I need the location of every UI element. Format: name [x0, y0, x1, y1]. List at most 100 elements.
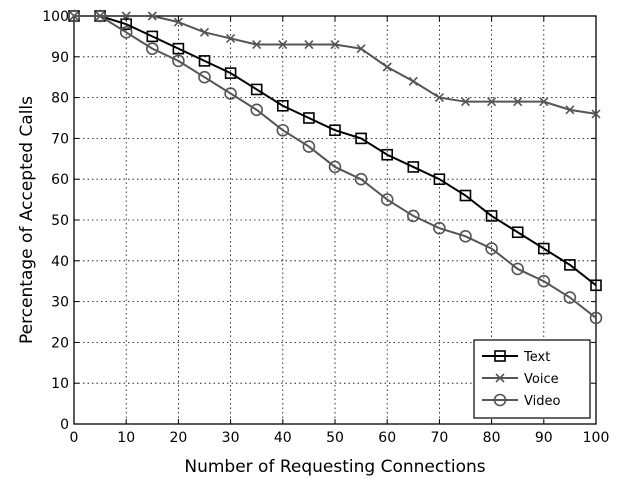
- x-tick-label: 60: [378, 430, 396, 446]
- y-tick-label: 50: [51, 213, 69, 229]
- data-point-text: [276, 99, 289, 112]
- data-point-text: [459, 189, 472, 202]
- data-point-voice: [252, 39, 262, 50]
- data-point-voice: [304, 39, 314, 50]
- series-video: [67, 9, 603, 325]
- x-tick-label: 100: [583, 430, 610, 446]
- x-tick-label: 50: [326, 430, 344, 446]
- legend-label-voice: Voice: [524, 372, 559, 387]
- y-axis-title: Percentage of Accepted Calls: [17, 96, 37, 344]
- data-point-video: [119, 26, 133, 39]
- y-tick-label: 10: [51, 376, 69, 392]
- marker-stroke: [539, 97, 549, 107]
- marker-stroke: [408, 76, 418, 86]
- x-tick-label: 0: [70, 430, 79, 446]
- marker-stroke: [382, 62, 392, 72]
- legend: Text Voice Video: [473, 339, 591, 419]
- marker-stroke: [330, 39, 340, 50]
- y-tick-label: 80: [51, 91, 69, 107]
- data-point-voice: [173, 17, 183, 27]
- marker-stroke: [173, 17, 183, 27]
- y-tick-label: 60: [51, 172, 69, 188]
- legend-item-voice: Voice: [482, 372, 559, 387]
- data-point-text: [537, 242, 550, 255]
- legend-label-text: Text: [523, 350, 550, 365]
- data-point-text: [198, 55, 211, 67]
- y-tick-label: 20: [51, 335, 69, 351]
- data-point-video: [563, 291, 577, 304]
- data-point-text: [303, 112, 315, 124]
- data-point-voice: [591, 109, 601, 119]
- data-point-voice: [382, 62, 392, 72]
- series-line-text: [74, 15, 597, 287]
- marker-stroke: [199, 27, 210, 37]
- x-tick-label: 10: [117, 430, 135, 446]
- data-point-video: [380, 193, 394, 206]
- data-point-video: [433, 221, 446, 235]
- data-point-voice: [121, 11, 131, 21]
- data-point-video: [250, 103, 264, 117]
- data-point-video: [198, 70, 211, 84]
- x-tick-label: 40: [274, 430, 292, 446]
- data-point-video: [93, 9, 107, 23]
- y-tick-label: 0: [60, 417, 69, 433]
- marker-stroke: [591, 109, 601, 119]
- data-point-text: [485, 210, 498, 222]
- legend-item-video: Video: [482, 393, 560, 409]
- marker-stroke: [121, 11, 131, 21]
- y-tick-label: 30: [51, 295, 69, 311]
- y-tick-label: 40: [51, 254, 69, 270]
- x-tick-label: 80: [483, 430, 501, 446]
- data-point-text: [172, 42, 185, 55]
- data-point-video: [511, 262, 525, 276]
- marker-stroke: [278, 39, 288, 50]
- marker-stroke: [487, 97, 497, 107]
- data-point-video: [485, 242, 498, 255]
- data-point-video: [224, 87, 237, 100]
- marker-stroke: [513, 97, 523, 107]
- legend-label-video: Video: [524, 394, 560, 409]
- data-point-text: [381, 148, 394, 161]
- data-point-voice: [460, 97, 471, 107]
- data-point-text: [146, 30, 159, 43]
- legend-marker-voice: [495, 373, 505, 383]
- legend-marker-text: [494, 350, 506, 362]
- x-tick-label: 90: [535, 430, 553, 446]
- data-point-voice: [226, 33, 236, 44]
- data-point-video: [589, 311, 603, 325]
- data-point-text: [120, 18, 132, 30]
- marker-stroke: [304, 39, 314, 50]
- data-point-video: [406, 209, 420, 223]
- data-point-text: [511, 226, 524, 239]
- legend-item-text: Text: [482, 350, 550, 365]
- series-layer: [67, 9, 603, 325]
- data-point-voice: [330, 39, 340, 50]
- y-tick-label: 100: [42, 9, 69, 25]
- data-point-text: [407, 161, 420, 173]
- marker-stroke: [147, 11, 157, 21]
- marker-stroke: [226, 33, 236, 44]
- data-point-voice: [278, 39, 288, 50]
- data-point-video: [172, 54, 185, 68]
- data-point-video: [146, 42, 159, 55]
- marker-stroke: [495, 373, 505, 383]
- series-line-video: [74, 15, 597, 319]
- legend-marker-video: [493, 393, 507, 407]
- axis-ticks: 0 10 20 30 40 50 60 70 80 90 100 0 10 20 30 40 50 60 70 80 9…: [42, 9, 609, 446]
- data-point-voice: [356, 44, 366, 54]
- x-tick-label: 70: [430, 430, 448, 446]
- data-point-voice: [434, 93, 444, 103]
- data-point-voice: [539, 97, 549, 107]
- data-point-text: [590, 279, 602, 292]
- data-point-text: [224, 67, 237, 79]
- data-point-text: [329, 124, 341, 137]
- data-point-voice: [565, 105, 575, 115]
- y-tick-label: 70: [51, 131, 69, 147]
- data-point-video: [328, 160, 342, 174]
- data-point-voice: [487, 97, 497, 107]
- marker-stroke: [356, 44, 366, 54]
- marker-stroke: [460, 97, 471, 107]
- data-point-video: [67, 9, 81, 23]
- data-point-voice: [408, 76, 418, 86]
